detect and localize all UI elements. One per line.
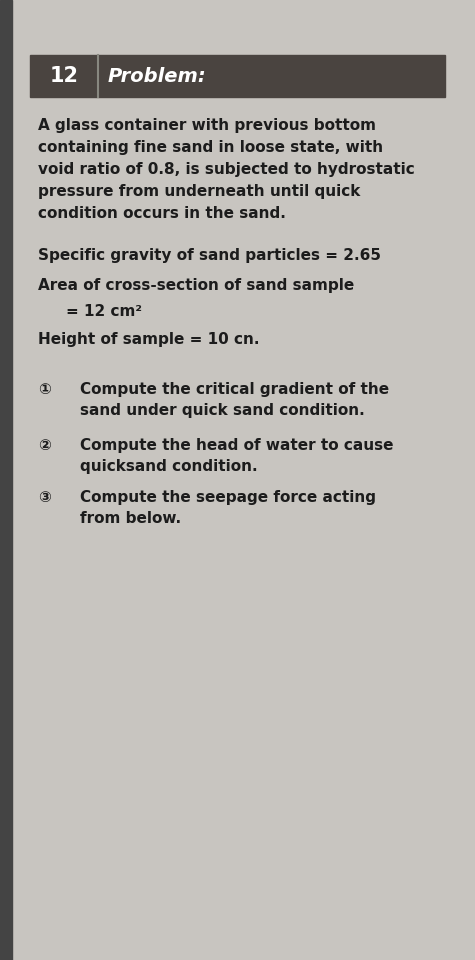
- Text: pressure from underneath until quick: pressure from underneath until quick: [38, 184, 361, 199]
- Text: quicksand condition.: quicksand condition.: [80, 459, 257, 474]
- Bar: [30, 55, 445, 97]
- Text: Compute the head of water to cause: Compute the head of water to cause: [80, 438, 393, 453]
- Text: sand under quick sand condition.: sand under quick sand condition.: [80, 403, 365, 418]
- Text: 12: 12: [49, 66, 78, 86]
- Bar: [0, 0, 12, 960]
- Text: Compute the seepage force acting: Compute the seepage force acting: [80, 490, 376, 505]
- Text: Specific gravity of sand particles = 2.65: Specific gravity of sand particles = 2.6…: [38, 248, 381, 263]
- Text: Problem:: Problem:: [108, 66, 207, 85]
- Text: A glass container with previous bottom: A glass container with previous bottom: [38, 118, 376, 133]
- Text: containing fine sand in loose state, with: containing fine sand in loose state, wit…: [38, 140, 383, 155]
- Text: = 12 cm²: = 12 cm²: [66, 304, 142, 319]
- Text: condition occurs in the sand.: condition occurs in the sand.: [38, 206, 286, 221]
- Text: ③: ③: [38, 490, 51, 505]
- Text: Height of sample = 10 cn.: Height of sample = 10 cn.: [38, 332, 259, 347]
- Text: Compute the critical gradient of the: Compute the critical gradient of the: [80, 382, 389, 397]
- Text: from below.: from below.: [80, 511, 181, 526]
- Text: ②: ②: [38, 438, 51, 453]
- Text: Area of cross-section of sand sample: Area of cross-section of sand sample: [38, 278, 354, 293]
- Text: ①: ①: [38, 382, 51, 397]
- Text: void ratio of 0.8, is subjected to hydrostatic: void ratio of 0.8, is subjected to hydro…: [38, 162, 415, 177]
